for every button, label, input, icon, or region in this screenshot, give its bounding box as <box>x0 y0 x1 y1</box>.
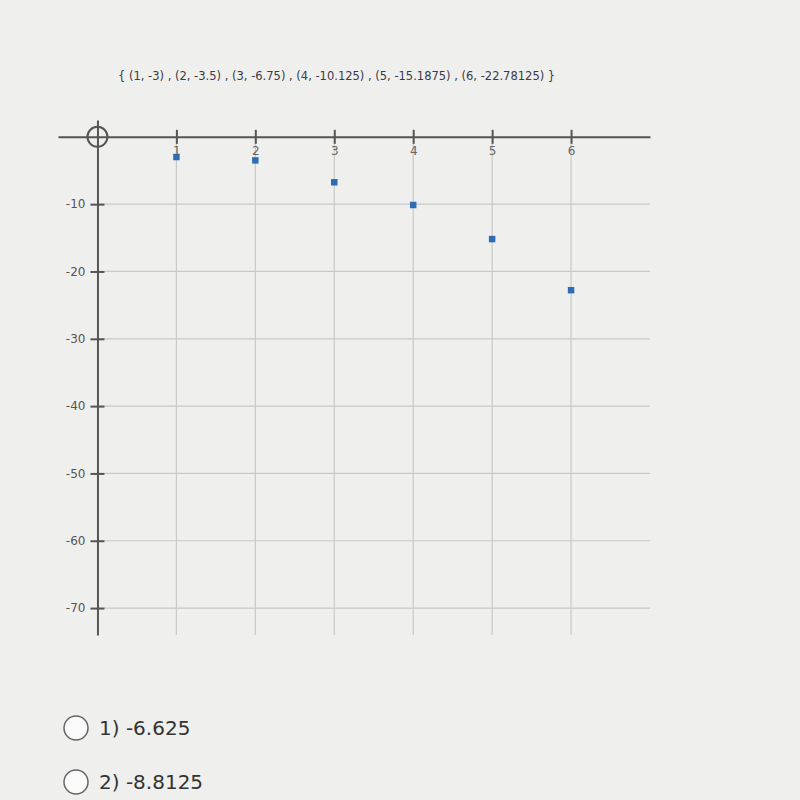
x-tick-mark <box>176 130 178 144</box>
grid-line-y <box>97 406 650 407</box>
y-tick-label: -60 <box>66 534 86 548</box>
point <box>173 154 179 160</box>
point <box>252 157 258 163</box>
title: { (1, -3) , (2, -3.5) , (3, -6.75) , (4,… <box>118 69 555 83</box>
y-tick: -10 <box>66 197 105 211</box>
plot-area <box>173 154 574 294</box>
point <box>568 287 574 293</box>
x-tick-mark <box>413 130 415 144</box>
y-tick-mark <box>90 271 104 273</box>
y-tick-label: -30 <box>66 332 86 346</box>
grid-line-x <box>413 137 414 635</box>
y-tick-mark <box>90 608 104 610</box>
y-axis-line <box>97 121 99 636</box>
y-tick: -50 <box>66 467 105 481</box>
x-tick: 5 <box>489 130 497 159</box>
grid-line-y <box>97 271 650 272</box>
x-tick-label: 5 <box>489 144 497 158</box>
x-axis-line <box>59 136 651 138</box>
choices: 1) -6.625 2) -8.8125 <box>64 716 203 794</box>
y-tick: -40 <box>66 399 105 413</box>
y-tick-mark <box>90 540 104 542</box>
y-tick: -60 <box>66 534 105 548</box>
y-tick-mark <box>90 204 104 206</box>
grid-line-x <box>255 137 256 635</box>
radio-button[interactable] <box>64 770 88 794</box>
origin-marker <box>87 127 107 147</box>
x-tick-mark <box>571 130 573 144</box>
y-tick-label: -70 <box>66 601 86 615</box>
x-tick: 2 <box>252 130 260 159</box>
x-tick-label: 3 <box>331 144 339 158</box>
grid-line-x <box>570 137 571 635</box>
y-tick-label: -20 <box>66 265 86 279</box>
y-tick-label: -10 <box>66 197 86 211</box>
grid <box>97 137 650 635</box>
x-tick-mark <box>334 130 336 144</box>
chart: { (1, -3) , (2, -3.5) , (3, -6.75) , (4,… <box>0 0 800 800</box>
x-tick-label: 6 <box>568 144 576 158</box>
point <box>489 236 495 242</box>
y-tick-mark <box>90 406 104 408</box>
y-tick: -30 <box>66 332 105 346</box>
x-tick-mark <box>492 130 494 144</box>
y-tick-label: -50 <box>66 467 86 481</box>
x-tick: 3 <box>331 130 339 159</box>
x-axis: 123456 <box>59 130 651 159</box>
point <box>331 179 337 185</box>
x-tick-mark <box>255 130 257 144</box>
grid-line-y <box>97 204 650 205</box>
choice-label[interactable]: 2) -8.8125 <box>99 770 203 794</box>
y-tick-label: -40 <box>66 399 86 413</box>
grid-line-y <box>97 607 650 608</box>
y-tick: -20 <box>66 265 105 279</box>
grid-line-x <box>334 137 335 635</box>
x-tick-label: 4 <box>410 144 418 158</box>
y-tick: -70 <box>66 601 105 615</box>
y-axis: -10 -20 -30 -40 -50 -60 -70 <box>66 121 105 636</box>
grid-line-y <box>97 540 650 541</box>
x-tick: 6 <box>568 130 576 159</box>
choice-label[interactable]: 1) -6.625 <box>99 716 190 740</box>
grid-line-y <box>97 473 650 474</box>
y-tick-mark <box>90 473 104 475</box>
x-tick: 4 <box>410 130 418 159</box>
point <box>410 202 416 208</box>
x-tick-label: 2 <box>252 144 260 158</box>
y-tick-mark <box>90 338 104 340</box>
grid-line-x <box>176 137 177 635</box>
grid-line-y <box>97 338 650 339</box>
grid-line-x <box>492 137 493 635</box>
radio-button[interactable] <box>64 716 88 740</box>
